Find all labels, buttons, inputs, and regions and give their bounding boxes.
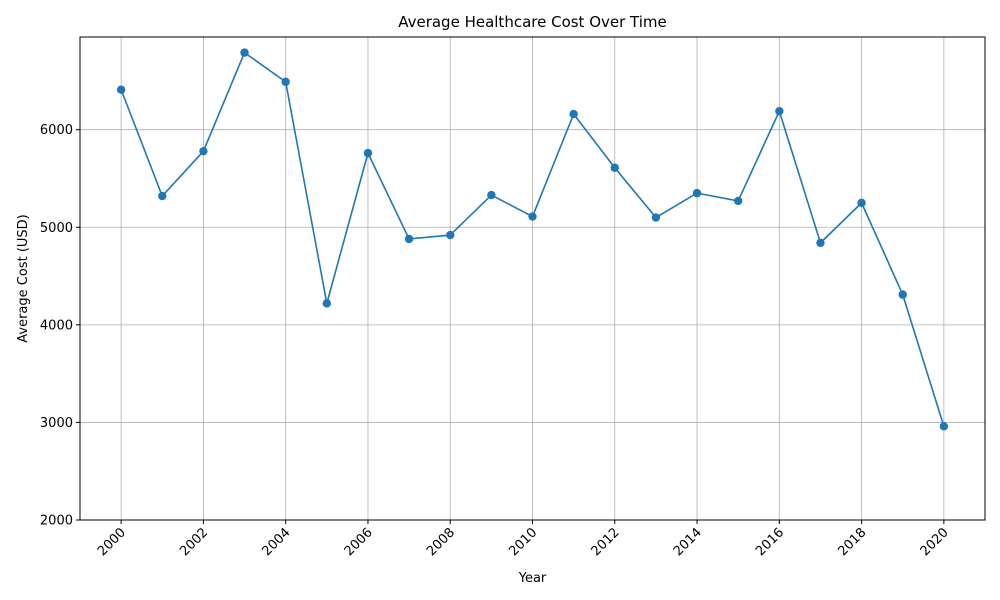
y-axis-label: Average Cost (USD) [16,214,31,342]
grid [80,37,985,521]
data-point [116,85,126,94]
data-point [939,422,949,431]
y-tick-label: 2000 [40,514,73,529]
data-point [322,299,332,308]
data-point [733,196,743,206]
x-tick-label: 2020 [918,525,952,559]
data-point [240,48,249,57]
x-axis-label: Year [518,571,547,586]
y-tick-label: 4000 [40,318,73,333]
x-tick-label: 2018 [835,525,869,559]
data-point [158,191,167,201]
x-tick-label: 2008 [424,525,458,559]
data-point [692,188,702,198]
data-point [404,234,414,244]
y-tick-label: 3000 [40,416,73,431]
x-tick-label: 2014 [671,525,705,559]
data-point [651,213,661,222]
data-point [857,198,866,208]
x-tick-label: 2000 [95,525,129,559]
x-tick-label: 2010 [506,525,540,559]
data-point [775,106,784,116]
data-point [569,109,578,119]
x-tick-label: 2012 [589,525,623,559]
y-tick-label: 6000 [40,123,73,138]
series-layer [116,48,949,431]
x-tick-label: 2006 [342,525,376,559]
chart-title: Average Healthcare Cost Over Time [398,13,667,31]
data-point [487,190,496,200]
data-point [281,77,290,87]
x-tick-label: 2004 [260,525,294,559]
y-tick-label: 5000 [40,221,73,236]
data-point [199,146,208,156]
data-point [528,212,537,221]
axis-ticks: 2000 2002 2004 2006 2008 2010 2012 2014 2016 2018… [40,123,952,559]
data-point [816,238,825,248]
data-point [363,148,373,158]
data-point [446,230,455,240]
x-tick-label: 2002 [177,525,211,559]
x-tick-label: 2016 [753,525,787,559]
data-point [610,163,619,172]
data-point [898,290,907,299]
